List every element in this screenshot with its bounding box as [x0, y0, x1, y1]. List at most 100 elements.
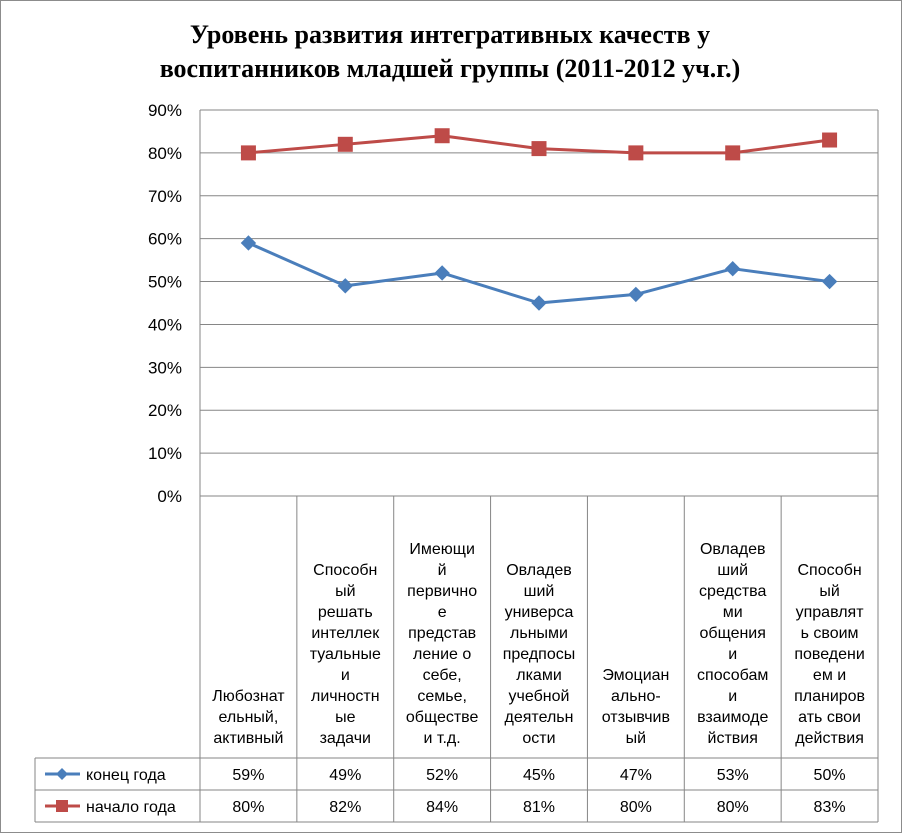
- data-point: [725, 145, 741, 161]
- data-point: [531, 295, 547, 311]
- category-label: ь своим: [801, 625, 859, 642]
- category-label: отзывчив: [602, 709, 670, 726]
- category-label: ый: [626, 730, 646, 747]
- data-point: [628, 145, 644, 161]
- category-label: управлят: [796, 604, 865, 621]
- category-label: учебной: [509, 688, 570, 705]
- legend-key-marker: [56, 800, 68, 812]
- table-value: 83%: [814, 799, 846, 816]
- chart-title-line-2: воспитанников младшей группы (2011-2012 …: [159, 54, 741, 83]
- category-label: планиров: [794, 688, 865, 705]
- y-tick-label: 30%: [148, 358, 182, 377]
- category-label: туальные: [310, 646, 381, 663]
- table-value: 45%: [523, 767, 555, 784]
- data-point: [240, 235, 257, 251]
- category-label: ый: [819, 583, 839, 600]
- category-label: Овладев: [506, 562, 572, 579]
- category-label: ые: [335, 709, 356, 726]
- table-value: 49%: [329, 767, 361, 784]
- data-point: [434, 128, 450, 144]
- category-label: способам: [697, 667, 768, 684]
- category-label: предпосы: [503, 646, 576, 663]
- category-label: и: [728, 646, 737, 663]
- table-value: 52%: [426, 767, 458, 784]
- chart-title-line-1: Уровень развития интегративных качеств у: [189, 20, 711, 49]
- category-label: действия: [795, 730, 864, 747]
- legend-label: начало года: [86, 799, 176, 816]
- category-label: льными: [510, 625, 568, 642]
- y-tick-label: 70%: [148, 187, 182, 206]
- category-label: ости: [522, 730, 555, 747]
- category-label: личностн: [311, 688, 380, 705]
- category-label: ление о: [413, 646, 471, 663]
- category-label: Способн: [313, 562, 377, 579]
- data-point: [337, 278, 353, 294]
- category-label: ший: [717, 562, 748, 579]
- category-label: ый: [335, 583, 355, 600]
- y-tick-label: 0%: [157, 487, 182, 506]
- data-point: [337, 136, 353, 152]
- category-label: й: [438, 562, 447, 579]
- category-label: задачи: [320, 730, 371, 747]
- category-label: Способн: [797, 562, 861, 579]
- data-point: [822, 132, 838, 148]
- category-label: себе,: [423, 667, 462, 684]
- series-line: [247, 241, 830, 305]
- category-label: первично: [407, 583, 477, 600]
- y-tick-label: 10%: [148, 444, 182, 463]
- table-value: 53%: [717, 767, 749, 784]
- y-tick-label: 40%: [148, 315, 182, 334]
- category-label: деятельн: [505, 709, 574, 726]
- category-label: ми: [723, 604, 743, 621]
- gridlines: [34, 109, 879, 823]
- category-label: общения: [700, 625, 766, 642]
- legend-label: конец года: [86, 767, 166, 784]
- category-label: семье,: [417, 688, 467, 705]
- category-label: поведени: [794, 646, 864, 663]
- y-axis-ticks: 0% 10% 20% 30% 40% 50% 60% 70% 80% 90%: [148, 101, 182, 506]
- table-value: 50%: [814, 767, 846, 784]
- category-label: Овладев: [700, 541, 766, 558]
- category-label: Любознат: [212, 688, 285, 705]
- table-value: 80%: [620, 799, 652, 816]
- table-value: 82%: [329, 799, 361, 816]
- y-tick-label: 20%: [148, 401, 182, 420]
- table-value: 59%: [232, 767, 264, 784]
- y-tick-label: 60%: [148, 230, 182, 249]
- table-value: 47%: [620, 767, 652, 784]
- category-label: ший: [524, 583, 555, 600]
- table-value: 80%: [232, 799, 264, 816]
- category-label: и т.д.: [424, 730, 461, 747]
- category-label: ально-: [611, 688, 661, 705]
- chart-title: Уровень развития интегративных качеств у…: [0, 18, 900, 86]
- category-label: ать свои: [798, 709, 861, 726]
- data-point: [240, 145, 256, 161]
- y-tick-label: 90%: [148, 101, 182, 120]
- category-label: йствия: [708, 730, 758, 747]
- category-label: средства: [699, 583, 766, 600]
- category-label: е: [438, 604, 447, 621]
- table-value: 80%: [717, 799, 749, 816]
- category-label: ем и: [813, 667, 846, 684]
- table-value: 84%: [426, 799, 458, 816]
- category-label: представ: [408, 625, 476, 642]
- category-label: решать: [318, 604, 373, 621]
- category-label: активный: [213, 730, 283, 747]
- category-label: обществе: [406, 709, 479, 726]
- legend-key-marker: [56, 768, 68, 780]
- category-label: лками: [516, 667, 562, 684]
- y-tick-label: 50%: [148, 273, 182, 292]
- series-lines: [240, 128, 838, 311]
- category-label: универса: [505, 604, 574, 621]
- data-point: [434, 265, 450, 281]
- category-label: ельный,: [219, 709, 279, 726]
- data-point: [531, 141, 547, 157]
- category-label: взаимоде: [697, 709, 768, 726]
- data-point: [628, 286, 644, 303]
- data-table: Любознательный,активныйСпособныйрешатьин…: [45, 541, 865, 816]
- y-tick-label: 80%: [148, 144, 182, 163]
- category-label: и: [728, 688, 737, 705]
- category-label: интеллек: [311, 625, 380, 642]
